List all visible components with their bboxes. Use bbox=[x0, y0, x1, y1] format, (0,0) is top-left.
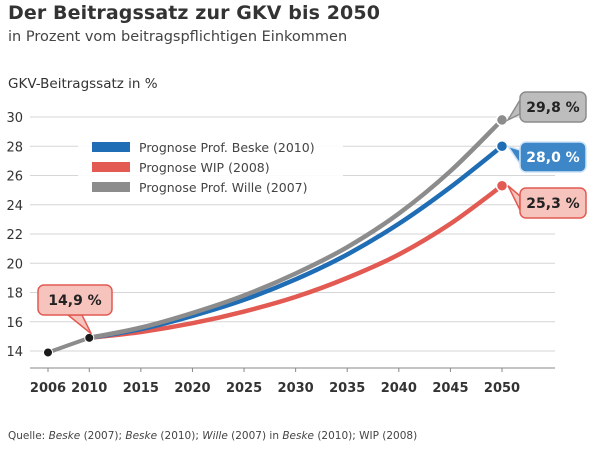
callout-beske-2050-text: 28,0 % bbox=[526, 150, 579, 166]
x-tick-label-2035: 2035 bbox=[329, 381, 365, 396]
legend-label-2: Prognose Prof. Wille (2007) bbox=[139, 180, 308, 195]
y-tick-label-18: 18 bbox=[6, 287, 23, 302]
series-endpoint-0 bbox=[495, 140, 509, 153]
x-tick-label-2050: 2050 bbox=[484, 381, 520, 396]
callout-2010: 14,9 % bbox=[37, 284, 113, 335]
x-tick-label-2045: 2045 bbox=[432, 381, 468, 396]
callout-wip-2050-text: 25,3 % bbox=[526, 196, 579, 212]
callout-wille-2050-box bbox=[519, 91, 587, 123]
y-tick-label-14: 14 bbox=[6, 345, 23, 360]
x-tick-label-2015: 2015 bbox=[123, 381, 159, 396]
y-tick-label-28: 28 bbox=[6, 140, 23, 155]
callout-beske-2050-pointer bbox=[506, 144, 521, 167]
source-note: Quelle: Beske (2007); Beske (2010); Will… bbox=[8, 430, 418, 442]
callout-wille-2050: 29,8 % bbox=[506, 91, 587, 123]
x-tick-label-2040: 2040 bbox=[381, 381, 417, 396]
series-endpoint-2 bbox=[495, 113, 509, 127]
x-tick-label-2006: 2006 bbox=[30, 381, 66, 396]
series-line-historic bbox=[46, 335, 92, 355]
legend-label-1: Prognose WIP (2008) bbox=[139, 160, 270, 175]
legend-swatch-2 bbox=[92, 182, 130, 192]
callout-wip-2050: 25,3 % bbox=[507, 185, 587, 219]
callout-wille-2050-text: 29,8 % bbox=[526, 100, 579, 116]
y-axis-label: GKV-Beitragssatz in % bbox=[8, 76, 158, 92]
legend-swatch-1 bbox=[92, 162, 130, 172]
legend-swatch-0 bbox=[92, 142, 130, 152]
callout-beske-2050-box bbox=[519, 141, 587, 173]
y-tick-label-22: 22 bbox=[6, 228, 23, 243]
legend-label-0: Prognose Prof. Beske (2010) bbox=[139, 140, 315, 155]
x-tick-label-2010: 2010 bbox=[71, 381, 107, 396]
history-point-2006 bbox=[43, 347, 53, 358]
series-endpoint-1 bbox=[495, 179, 509, 192]
x-tick-label-2025: 2025 bbox=[226, 381, 262, 396]
callout-2010-text: 14,9 % bbox=[48, 293, 101, 309]
y-tick-label-24: 24 bbox=[6, 199, 23, 214]
y-tick-label-26: 26 bbox=[6, 170, 23, 185]
callout-wip-2050-box bbox=[519, 187, 587, 219]
series-line-1 bbox=[87, 183, 505, 341]
callout-beske-2050: 28,0 % bbox=[506, 141, 587, 173]
y-tick-label-16: 16 bbox=[6, 316, 23, 331]
callout-2010-box bbox=[37, 284, 113, 316]
chart-subtitle: in Prozent vom beitragspflichtigen Einko… bbox=[8, 29, 348, 45]
y-tick-label-20: 20 bbox=[6, 257, 23, 272]
series-line-2 bbox=[87, 117, 505, 341]
chart-title: Der Beitragssatz zur GKV bis 2050 bbox=[8, 2, 381, 24]
y-tick-label-30: 30 bbox=[6, 111, 23, 126]
history-point-2010 bbox=[84, 332, 95, 343]
callout-2010-pointer bbox=[65, 314, 92, 335]
x-tick-label-2020: 2020 bbox=[174, 381, 210, 396]
callout-wip-2050-pointer bbox=[507, 185, 521, 211]
x-tick-label-2030: 2030 bbox=[278, 381, 314, 396]
